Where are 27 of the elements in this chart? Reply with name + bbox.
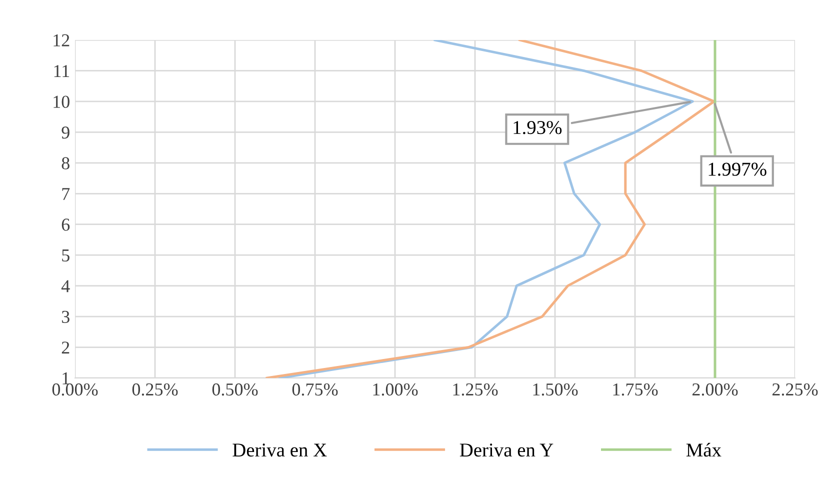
annotation: 1.997%: [708, 162, 766, 176]
legend-label: Máx: [686, 442, 722, 457]
y-tick-label: 1: [62, 372, 70, 384]
x-tick-label: 0.00%: [52, 383, 98, 396]
x-tick-label: 0.75%: [292, 383, 338, 396]
legend-label: Deriva en X: [232, 444, 327, 457]
y-tick-label: 9: [62, 126, 70, 139]
y-tick-label: 3: [62, 310, 70, 323]
x-tick-label: 2.00%: [692, 383, 738, 396]
x-tick-label: 1.00%: [373, 383, 418, 396]
x-tick-label: 1.75%: [613, 383, 658, 396]
y-tick-label: 6: [62, 218, 70, 231]
y-tick-label: 7: [62, 188, 70, 200]
x-tick-label: 0.25%: [132, 383, 178, 396]
y-tick-label: 5: [62, 250, 70, 262]
x-tick-label: 1.25%: [453, 383, 498, 396]
legend-label: Deriva en Y: [460, 444, 554, 457]
y-tick-label: 8: [62, 157, 70, 170]
y-tick-label: 4: [61, 280, 70, 292]
y-tick-label: 2: [62, 342, 70, 354]
y-tick-label: 11: [54, 65, 70, 77]
x-tick-label: 0.50%: [212, 383, 258, 396]
x-tick-label: 2.25%: [772, 383, 818, 396]
y-tick-label: 10: [54, 96, 70, 108]
annotation: 1.93%: [514, 120, 562, 134]
y-tick-label: 12: [54, 34, 70, 46]
x-tick-label: 1.50%: [533, 383, 578, 396]
